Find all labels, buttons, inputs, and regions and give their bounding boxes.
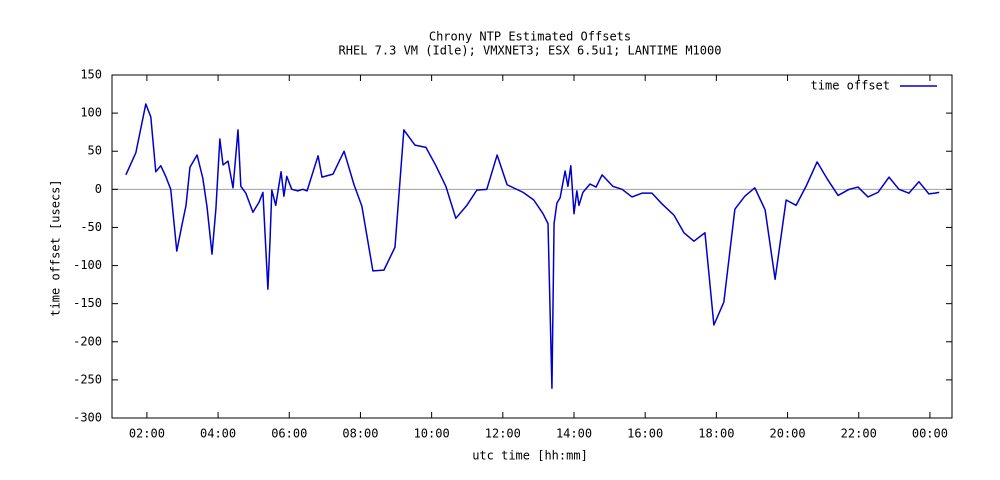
y-axis-label: time offset [usecs] (49, 179, 63, 316)
y-tick-label: -150 (73, 296, 102, 310)
y-tick-label: 50 (88, 144, 102, 158)
y-tick-label: 100 (80, 106, 102, 120)
x-axis-label: utc time [hh:mm] (472, 449, 588, 463)
y-tick-label: -250 (73, 372, 102, 386)
series-line (125, 103, 940, 390)
y-tick-label: -300 (73, 411, 102, 425)
x-tick-label: 18:00 (698, 427, 734, 441)
x-tick-label: 12:00 (485, 427, 521, 441)
y-tick-label: -200 (73, 334, 102, 348)
y-tick-label: 0 (95, 182, 102, 196)
chart-subtitle: RHEL 7.3 VM (Idle); VMXNET3; ESX 6.5u1; … (339, 44, 722, 58)
x-tick-label: 16:00 (627, 427, 663, 441)
x-tick-label: 08:00 (342, 427, 378, 441)
x-tick-label: 10:00 (414, 427, 450, 441)
x-tick-label: 20:00 (769, 427, 805, 441)
y-tick-label: -100 (73, 258, 102, 272)
x-tick-label: 00:00 (912, 427, 948, 441)
x-tick-label: 14:00 (556, 427, 592, 441)
y-tick-label: -50 (80, 220, 102, 234)
legend-label: time offset (811, 79, 890, 93)
x-tick-label: 06:00 (271, 427, 307, 441)
x-tick-label: 02:00 (129, 427, 165, 441)
x-tick-label: 22:00 (841, 427, 877, 441)
y-tick-label: 150 (80, 68, 102, 82)
x-tick-label: 04:00 (200, 427, 236, 441)
plot-frame (111, 74, 953, 419)
chart-title: Chrony NTP Estimated Offsets (429, 30, 631, 44)
